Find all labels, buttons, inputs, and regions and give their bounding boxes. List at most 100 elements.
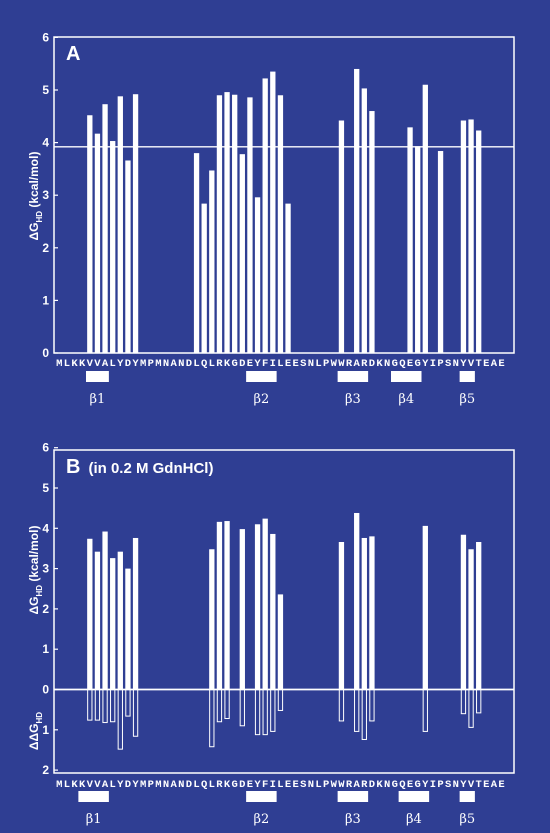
sequence-residue: E: [407, 779, 413, 791]
bar-dg: [132, 94, 139, 353]
bar-ddg: [468, 689, 474, 728]
sequence-residue: E: [293, 358, 299, 370]
bar-dg: [102, 104, 108, 354]
bar-dg: [239, 154, 245, 353]
sequence-residue: R: [216, 358, 223, 370]
y-tick-label: 1: [42, 723, 49, 737]
bar-ddg: [476, 689, 482, 714]
sequence-residue: Q: [201, 779, 207, 791]
strand-box: [78, 791, 109, 802]
y-axis-label-sub: HD: [35, 585, 44, 597]
sequence-residue: W: [338, 358, 345, 370]
sequence-residue: E: [293, 779, 299, 791]
sequence-residue: R: [346, 358, 353, 370]
sequence-residue: I: [270, 779, 276, 791]
sequence-residue: M: [56, 779, 62, 791]
strand-box: [459, 791, 475, 802]
sequence-residue: Y: [117, 358, 124, 370]
sequence-residue: A: [102, 358, 109, 370]
strand-label: β4: [398, 392, 414, 407]
sequence-residue: N: [384, 779, 390, 791]
y-tick-label: 5: [42, 83, 49, 97]
sequence-residue: V: [94, 779, 101, 791]
bar-dg: [270, 533, 276, 690]
bar-dg: [110, 141, 116, 353]
bar-ddg: [209, 689, 215, 748]
sequence-residue: K: [71, 358, 78, 370]
y-axis-label-ddg-delta: ΔΔG: [27, 723, 41, 750]
sequence-residue: K: [224, 779, 231, 791]
sequence-residue: A: [171, 358, 178, 370]
bar-ddg: [132, 689, 139, 737]
sequence-residue: I: [270, 358, 276, 370]
y-axis-label-unit: (kcal/mol): [27, 152, 41, 211]
strand-label: β4: [406, 812, 422, 827]
sequence-residue: E: [498, 358, 504, 370]
sequence-residue: S: [445, 779, 451, 791]
bar-dg: [216, 95, 223, 353]
sequence-residue: I: [430, 358, 436, 370]
sequence-residue: V: [468, 779, 475, 791]
bar-dg: [460, 534, 467, 690]
bar-dg: [132, 537, 139, 690]
bar-dg: [361, 537, 367, 690]
bar-dg: [102, 531, 108, 690]
bar-ddg: [216, 689, 223, 723]
bar-dg: [422, 525, 428, 690]
y-tick-label: 3: [42, 188, 49, 202]
sequence-residue: P: [437, 779, 443, 791]
y-tick-label: 0: [42, 346, 49, 360]
y-axis-label-sub: HD: [35, 211, 44, 223]
sequence-residue: W: [331, 779, 338, 791]
bar-dg: [476, 130, 482, 353]
bar-dg: [476, 542, 482, 690]
sequence-residue: T: [476, 358, 482, 370]
sequence-residue: K: [79, 779, 86, 791]
bar-ddg: [262, 689, 268, 736]
bar-dg: [354, 68, 360, 354]
bar-dg: [338, 120, 345, 354]
y-tick-label: 2: [42, 241, 49, 255]
sequence-residue: V: [87, 779, 94, 791]
bar-ddg: [110, 689, 116, 723]
panel-note: (in 0.2 M GdnHCl): [88, 460, 213, 477]
bar-ddg: [239, 689, 245, 727]
bar-dg: [338, 542, 345, 690]
y-tick-label: 5: [42, 481, 49, 495]
strand-label: β5: [459, 812, 475, 827]
strand-label: β1: [90, 392, 106, 407]
strand-label: β1: [86, 812, 102, 827]
y-tick-label: 2: [42, 602, 49, 616]
sequence-residue: Y: [117, 779, 124, 791]
bar-dg: [87, 115, 93, 353]
sequence-residue: E: [498, 779, 504, 791]
sequence-residue: A: [102, 779, 109, 791]
sequence-residue: L: [277, 358, 283, 370]
sequence-residue: D: [186, 779, 192, 791]
sequence-residue: L: [110, 358, 116, 370]
bar-dg: [125, 160, 131, 353]
bar-dg: [415, 146, 421, 353]
sequence-residue: Q: [399, 358, 405, 370]
bar-ddg: [224, 689, 230, 720]
sequence-residue: M: [56, 358, 62, 370]
bar-dg: [277, 594, 284, 690]
sequence-residue: R: [361, 779, 368, 791]
sequence-residue: S: [300, 779, 306, 791]
sequence-residue: Y: [254, 779, 261, 791]
sequence-residue: L: [209, 358, 215, 370]
sequence-residue: N: [163, 779, 169, 791]
y-tick-label: 0: [42, 683, 49, 697]
bar-dg: [117, 551, 123, 690]
sequence-residue: L: [277, 779, 283, 791]
bar-dg: [247, 97, 253, 353]
sequence-residue: A: [171, 779, 178, 791]
sequence-residue: Y: [422, 779, 429, 791]
bar-dg: [216, 521, 223, 690]
bar-ddg: [254, 689, 261, 736]
bar-dg: [460, 120, 467, 354]
bar-dg: [369, 536, 375, 690]
sequence-residue: I: [430, 779, 436, 791]
bar-dg: [407, 127, 413, 353]
